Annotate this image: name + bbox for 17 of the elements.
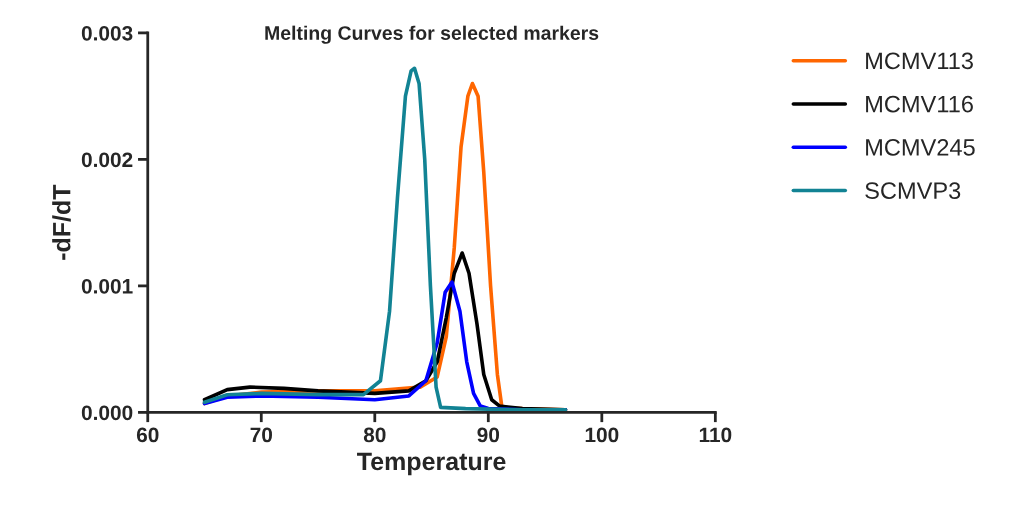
y-tick-label: 0.000 — [81, 405, 133, 421]
legend-label: MCMV113 — [866, 52, 973, 70]
y-tick-label: 0.003 — [81, 25, 133, 41]
chart-title: Melting Curves for selected markers — [265, 25, 599, 44]
x-tick-label: 80 — [363, 427, 386, 443]
x-tick-label: 70 — [250, 427, 273, 443]
x-tick-label: 60 — [136, 427, 159, 443]
legend-label: MCMV116 — [866, 95, 973, 113]
x-tick-label: 90 — [477, 427, 500, 443]
y-tick-label: 0.001 — [81, 278, 133, 294]
y-tick-label: 0.002 — [81, 152, 133, 168]
legend-label: MCMV245 — [866, 139, 975, 156]
y-axis-title: -dF/dT — [52, 184, 71, 260]
x-tick-label: 100 — [585, 427, 619, 443]
legend-label: SCMVP3 — [865, 182, 961, 199]
x-axis-title: Temperature — [357, 452, 506, 476]
x-tick-label: 110 — [699, 427, 732, 443]
